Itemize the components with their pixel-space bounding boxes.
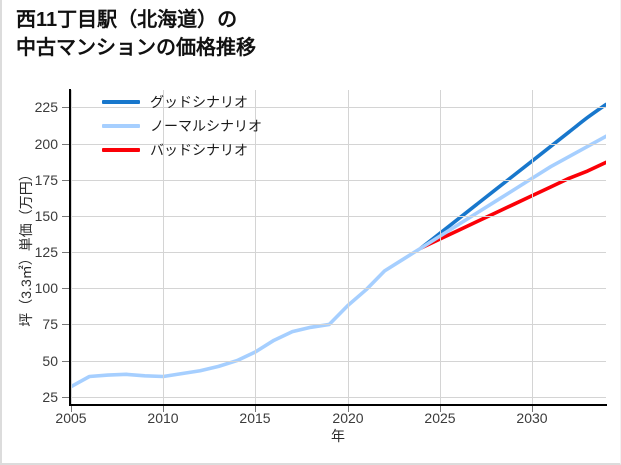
legend-label-bad: バッドシナリオ bbox=[150, 142, 248, 158]
gridline-y-75 bbox=[71, 324, 606, 325]
y-tick-label-150: 150 bbox=[34, 208, 58, 224]
y-tick-125 bbox=[62, 252, 69, 253]
gridline-y-225 bbox=[71, 107, 606, 108]
gridline-x-2025 bbox=[440, 90, 441, 404]
y-tick-label-175: 175 bbox=[34, 172, 58, 188]
y-tick-25 bbox=[62, 397, 69, 398]
gridline-x-2010 bbox=[163, 90, 164, 404]
y-axis-title-text: 坪（3.3㎡）単価（万円） bbox=[18, 167, 34, 327]
y-tick-200 bbox=[62, 144, 69, 145]
page-title: 西11丁目駅（北海道）の 中古マンションの価格推移 bbox=[16, 9, 256, 60]
legend-label-normal: ノーマルシナリオ bbox=[150, 118, 262, 134]
x-tick-2010 bbox=[163, 406, 164, 412]
gridline-y-50 bbox=[71, 361, 606, 362]
x-tick-2020 bbox=[348, 406, 349, 412]
gridline-y-175 bbox=[71, 180, 606, 181]
x-axis-spine bbox=[69, 404, 607, 406]
legend-item-good[interactable]: グッドシナリオ bbox=[102, 90, 262, 114]
gridline-x-2005 bbox=[71, 90, 72, 404]
y-tick-label-100: 100 bbox=[34, 280, 58, 296]
gridline-y-25 bbox=[71, 397, 606, 398]
x-tick-2005 bbox=[71, 406, 72, 412]
x-tick-label-2020: 2020 bbox=[332, 410, 364, 426]
normal-scenario-line bbox=[419, 102, 606, 250]
y-tick-label-200: 200 bbox=[34, 136, 58, 152]
x-tick-label-2005: 2005 bbox=[55, 410, 87, 426]
y-tick-label-75: 75 bbox=[42, 316, 58, 332]
chart-legend: グッドシナリオ ノーマルシナリオ バッドシナリオ bbox=[102, 90, 262, 162]
y-tick-150 bbox=[62, 216, 69, 217]
x-tick-2030 bbox=[532, 406, 533, 412]
x-tick-2025 bbox=[440, 406, 441, 412]
y-tick-50 bbox=[62, 361, 69, 362]
y-axis-title: 坪（3.3㎡）単価（万円） bbox=[16, 112, 36, 382]
legend-item-bad[interactable]: バッドシナリオ bbox=[102, 138, 262, 162]
legend-swatch-bad bbox=[102, 148, 140, 152]
x-tick-label-2030: 2030 bbox=[516, 410, 548, 426]
legend-label-good: グッドシナリオ bbox=[150, 94, 248, 110]
legend-swatch-normal bbox=[102, 124, 140, 128]
legend-item-normal[interactable]: ノーマルシナリオ bbox=[102, 114, 262, 138]
y-tick-100 bbox=[62, 288, 69, 289]
legend-swatch-good bbox=[102, 100, 140, 104]
gridline-y-125 bbox=[71, 252, 606, 253]
gridline-y-100 bbox=[71, 288, 606, 289]
y-axis-spine bbox=[69, 89, 71, 406]
gridline-x-2015 bbox=[255, 90, 256, 404]
y-tick-label-125: 125 bbox=[34, 244, 58, 260]
y-tick-75 bbox=[62, 324, 69, 325]
x-tick-label-2025: 2025 bbox=[424, 410, 456, 426]
gridline-x-2020 bbox=[348, 90, 349, 404]
gridline-y-200 bbox=[71, 144, 606, 145]
y-tick-label-225: 225 bbox=[34, 99, 58, 115]
good-scenario-line bbox=[71, 134, 606, 389]
y-tick-label-50: 50 bbox=[42, 353, 58, 369]
x-tick-2015 bbox=[255, 406, 256, 412]
gridline-y-150 bbox=[71, 216, 606, 217]
plot-area bbox=[71, 90, 606, 404]
y-tick-label-25: 25 bbox=[42, 389, 58, 405]
series-lines bbox=[71, 102, 606, 389]
x-axis-title: 年 bbox=[331, 428, 345, 444]
y-tick-225 bbox=[62, 107, 69, 108]
x-tick-label-2015: 2015 bbox=[239, 410, 271, 426]
x-tick-label-2010: 2010 bbox=[147, 410, 179, 426]
bad-scenario-line bbox=[419, 160, 606, 250]
gridline-x-2030 bbox=[532, 90, 533, 404]
y-tick-175 bbox=[62, 180, 69, 181]
